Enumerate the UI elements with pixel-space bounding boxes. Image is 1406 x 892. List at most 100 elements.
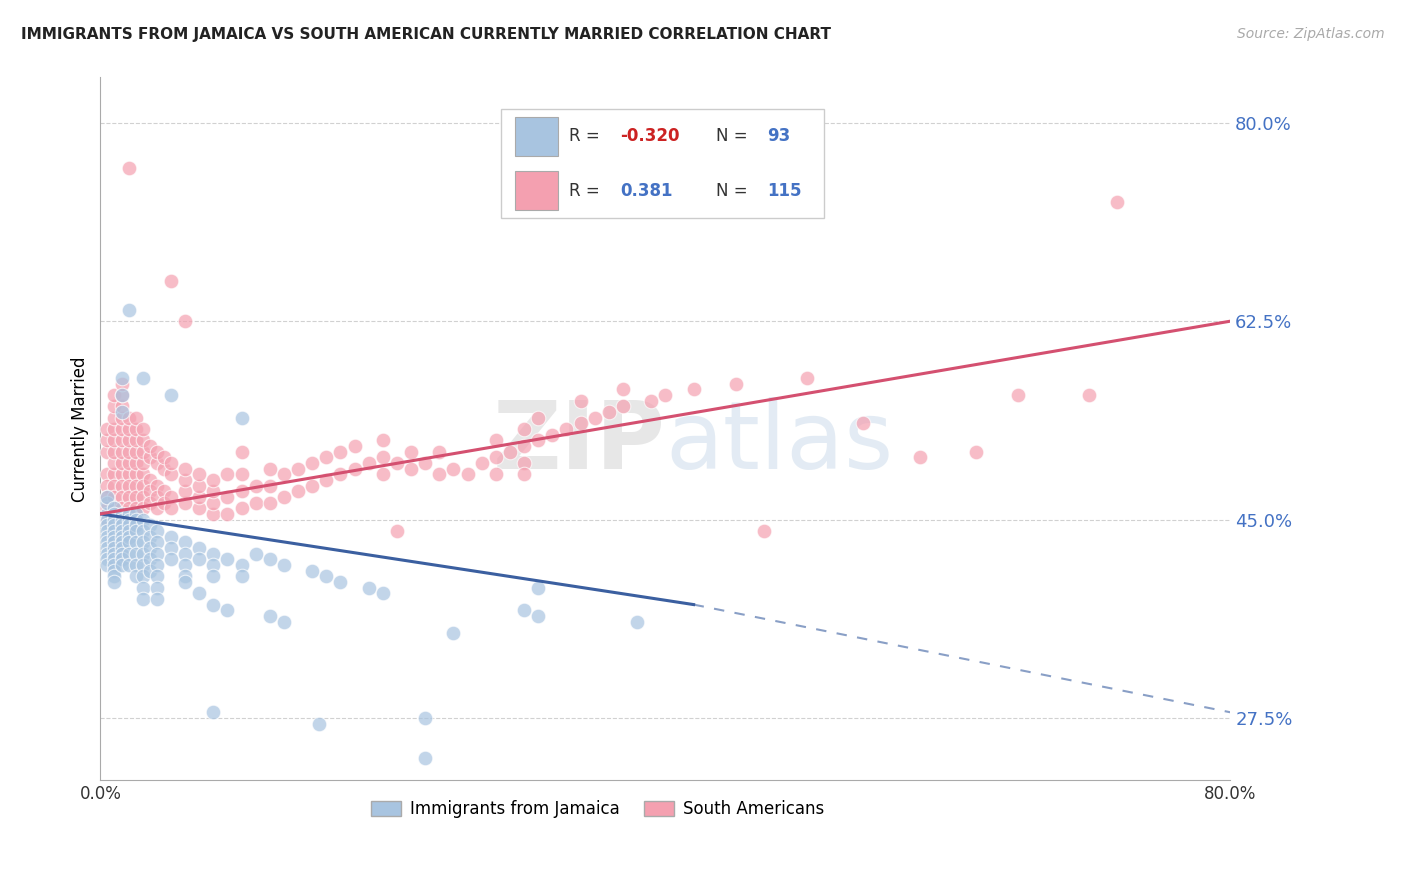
Text: N =: N = [716,182,754,200]
Point [357,456,380,470]
Point [124,547,146,561]
Point [202,569,225,583]
Point [110,535,132,549]
Point [315,569,337,583]
Point [371,586,394,600]
Point [1107,195,1129,210]
Point [153,495,176,509]
Point [103,490,125,504]
Point [231,444,253,458]
Point [413,750,436,764]
Point [202,495,225,509]
Point [103,501,125,516]
Point [124,501,146,516]
Point [202,507,225,521]
Point [96,541,118,555]
Point [117,501,139,516]
Point [124,558,146,572]
Point [188,501,211,516]
Point [132,558,155,572]
Point [555,422,578,436]
Point [329,444,352,458]
Point [640,393,662,408]
Point [174,461,197,475]
Point [174,314,197,328]
Point [583,410,606,425]
Point [231,501,253,516]
Point [96,558,118,572]
Point [117,530,139,544]
Point [471,456,494,470]
Point [96,518,118,533]
Point [103,467,125,482]
Point [124,512,146,526]
Point [160,388,183,402]
Point [132,581,155,595]
Point [908,450,931,465]
Point [132,490,155,504]
Point [110,467,132,482]
Point [245,547,267,561]
Point [96,507,118,521]
Point [117,518,139,533]
Point [103,574,125,589]
Point [124,518,146,533]
Point [371,467,394,482]
Point [371,450,394,465]
Point [117,478,139,492]
Point [117,512,139,526]
Point [110,434,132,448]
Point [202,706,225,720]
Point [399,461,422,475]
Point [202,598,225,612]
Point [103,410,125,425]
Point [110,512,132,526]
Point [513,439,536,453]
Point [174,484,197,499]
Point [110,512,132,526]
Point [96,512,118,526]
Point [139,473,162,487]
Point [132,467,155,482]
Point [117,456,139,470]
Point [132,501,155,516]
Point [315,450,337,465]
Point [160,275,183,289]
FancyBboxPatch shape [515,171,558,211]
Point [96,547,118,561]
Point [329,574,352,589]
Point [259,552,281,566]
Point [146,535,169,549]
Point [174,574,197,589]
Point [427,467,450,482]
Point [103,399,125,413]
Point [110,524,132,538]
Point [139,564,162,578]
Text: Source: ZipAtlas.com: Source: ZipAtlas.com [1237,27,1385,41]
Point [124,524,146,538]
Point [1007,388,1029,402]
Point [174,495,197,509]
Point [132,535,155,549]
Point [96,478,118,492]
Point [413,711,436,725]
Point [117,444,139,458]
Point [124,467,146,482]
Point [343,461,366,475]
Point [329,467,352,482]
Point [96,524,118,538]
Text: -0.320: -0.320 [620,128,679,145]
Legend: Immigrants from Jamaica, South Americans: Immigrants from Jamaica, South Americans [364,793,831,825]
Point [287,461,309,475]
Point [110,552,132,566]
Point [385,524,408,538]
Point [343,439,366,453]
Point [96,467,118,482]
Point [96,490,118,504]
Point [110,410,132,425]
Point [273,490,295,504]
Point [103,512,125,526]
Point [499,444,522,458]
Point [724,376,747,391]
Point [217,490,239,504]
